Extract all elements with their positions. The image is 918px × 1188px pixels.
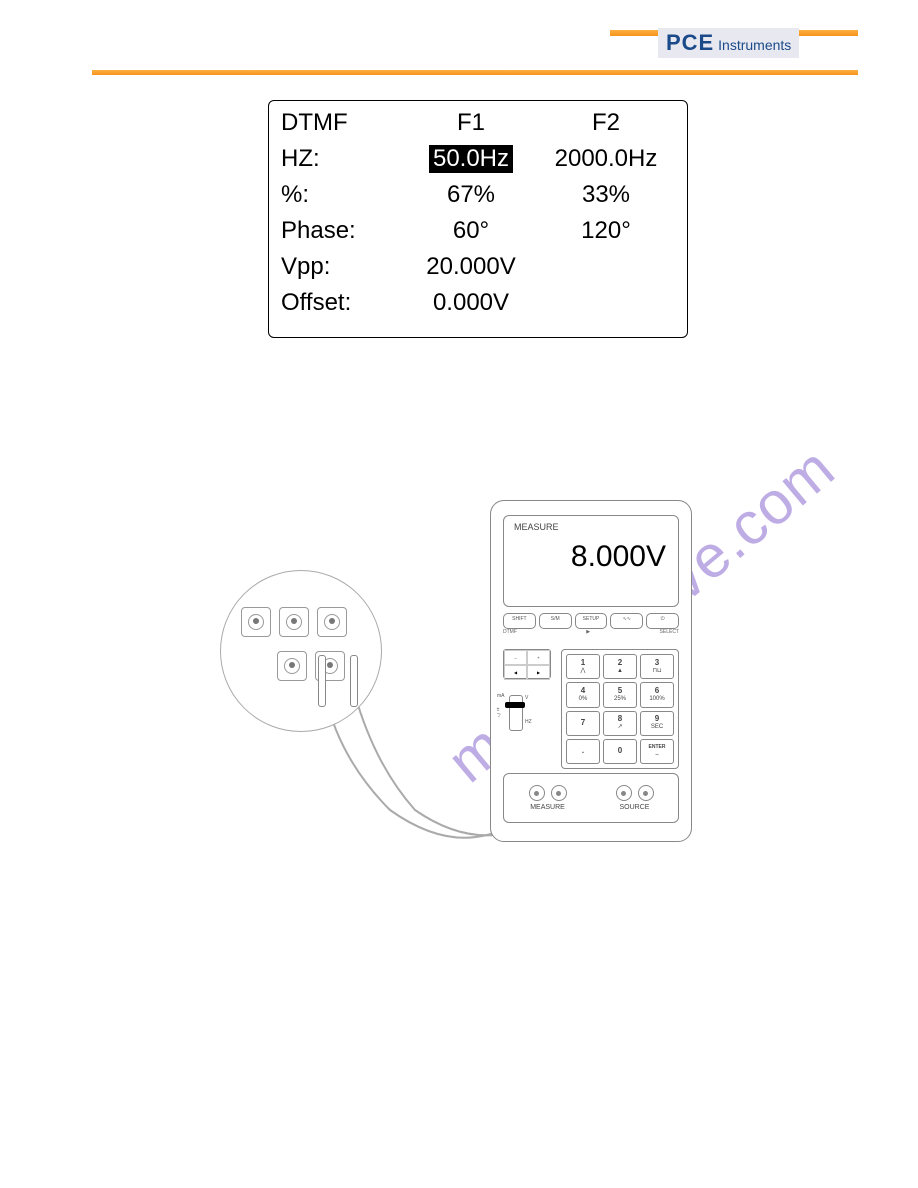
cell-phase-f2: 120° [541,217,671,245]
calibrator-device: MEASURE 8.000V SHIFT S/M SETUP ∿∿ ⏻ DTMF… [490,500,692,842]
key-8[interactable]: 8↗ [603,711,637,736]
measure-jack-neg[interactable] [529,785,545,801]
btn-plus[interactable]: + [527,650,550,665]
sublabel-dtmf: DTMF [503,629,517,635]
header-c2: F2 [541,109,671,137]
measure-port-group: MEASURE [529,785,567,811]
port-panel: MEASURE SOURCE [503,773,679,823]
header-c1: F1 [401,109,541,137]
mag-jack-2 [279,607,309,637]
key-4[interactable]: 40% [566,682,600,707]
header-c0: DTMF [277,109,401,137]
left-control-panel: – + ◀ ▶ mA V HZ ±/~ [503,649,555,759]
key-dot[interactable]: . [566,739,600,764]
row-hz: HZ: 50.0Hz 2000.0Hz [277,141,679,177]
sublabel-arrow: ▶ [586,629,590,635]
row-offset: Offset: 0.000V [277,285,679,321]
sublabel-select: SELECT [660,629,679,635]
key-5[interactable]: 525% [603,682,637,707]
selector-knob[interactable] [505,702,525,708]
cell-phase-f1: 60° [401,217,541,245]
magnified-content [241,607,347,695]
measure-jack-pos[interactable] [551,785,567,801]
dtmf-header-row: DTMF F1 F2 [277,105,679,141]
sub-label-row: DTMF ▶ SELECT [503,629,679,635]
label-hz: HZ: [277,145,401,173]
key-2[interactable]: 2▲ [603,654,637,679]
label-pct: %: [277,181,401,209]
sel-hz-label: HZ [525,719,532,725]
btn-wave[interactable]: ∿∿ [610,613,643,629]
selector-slot [509,695,523,731]
btn-minus[interactable]: – [504,650,527,665]
key-3[interactable]: 3⊓⊔ [640,654,674,679]
btn-shift[interactable]: SHIFT [503,613,536,629]
screen-mode-label: MEASURE [514,522,678,532]
label-phase: Phase: [277,217,401,245]
mag-jack-4 [277,651,307,681]
mag-jack-1 [241,607,271,637]
source-jack-pos[interactable] [638,785,654,801]
cell-offset-f1: 0.000V [401,289,541,317]
sel-v-label: V [525,695,528,701]
probe-tip-2 [350,655,358,707]
mag-jack-3 [317,607,347,637]
mode-selector[interactable]: mA V HZ ±/~ [509,687,539,731]
probe-tip-1 [318,655,326,707]
cell-pct-f2: 33% [541,181,671,209]
key-enter[interactable]: ENTER⎯ [640,739,674,764]
btn-right[interactable]: ▶ [527,665,550,680]
row-pct: %: 67% 33% [277,177,679,213]
btn-setup[interactable]: SETUP [575,613,608,629]
key-6[interactable]: 6100% [640,682,674,707]
label-offset: Offset: [277,289,401,317]
source-jack-neg[interactable] [616,785,632,801]
logo-region: PCE Instruments [658,28,858,58]
btn-left[interactable]: ◀ [504,665,527,680]
sel-ma-label: mA [497,693,505,699]
btn-sm[interactable]: S/M [539,613,572,629]
hz-f1-value: 50.0Hz [429,145,513,173]
screen-reading: 8.000V [504,540,678,574]
key-0[interactable]: 0 [603,739,637,764]
key-1[interactable]: 1⋀ [566,654,600,679]
function-button-row: SHIFT S/M SETUP ∿∿ ⏻ [503,613,679,629]
logo-box: PCE Instruments [658,28,799,58]
measure-label: MEASURE [530,804,565,811]
mag-row-top [241,607,347,637]
magnified-ports-circle [220,570,382,732]
numeric-keypad: 1⋀ 2▲ 3⊓⊔ 40% 525% 6100% 7 8↗ 9SEC . 0 E… [561,649,679,769]
label-vpp: Vpp: [277,253,401,281]
key-7[interactable]: 7 [566,711,600,736]
source-label: SOURCE [620,804,650,811]
device-diagram: MEASURE 8.000V SHIFT S/M SETUP ∿∿ ⏻ DTMF… [220,500,720,870]
cell-vpp-f1: 20.000V [401,253,541,281]
header-rule [92,70,858,75]
key-9[interactable]: 9SEC [640,711,674,736]
cell-hz-f1: 50.0Hz [401,145,541,173]
logo-brand: PCE [666,30,714,55]
device-screen: MEASURE 8.000V [503,515,679,607]
adjust-buttons: – + ◀ ▶ [503,649,551,679]
mag-row-bottom [277,651,347,681]
dtmf-table: DTMF F1 F2 HZ: 50.0Hz 2000.0Hz %: 67% 33… [268,100,688,338]
row-phase: Phase: 60° 120° [277,213,679,249]
source-port-group: SOURCE [616,785,654,811]
btn-power[interactable]: ⏻ [646,613,679,629]
logo-sub: Instruments [714,37,791,53]
row-vpp: Vpp: 20.000V [277,249,679,285]
cell-pct-f1: 67% [401,181,541,209]
sel-side-label: ±/~ [495,707,501,717]
cell-hz-f2: 2000.0Hz [541,145,671,173]
